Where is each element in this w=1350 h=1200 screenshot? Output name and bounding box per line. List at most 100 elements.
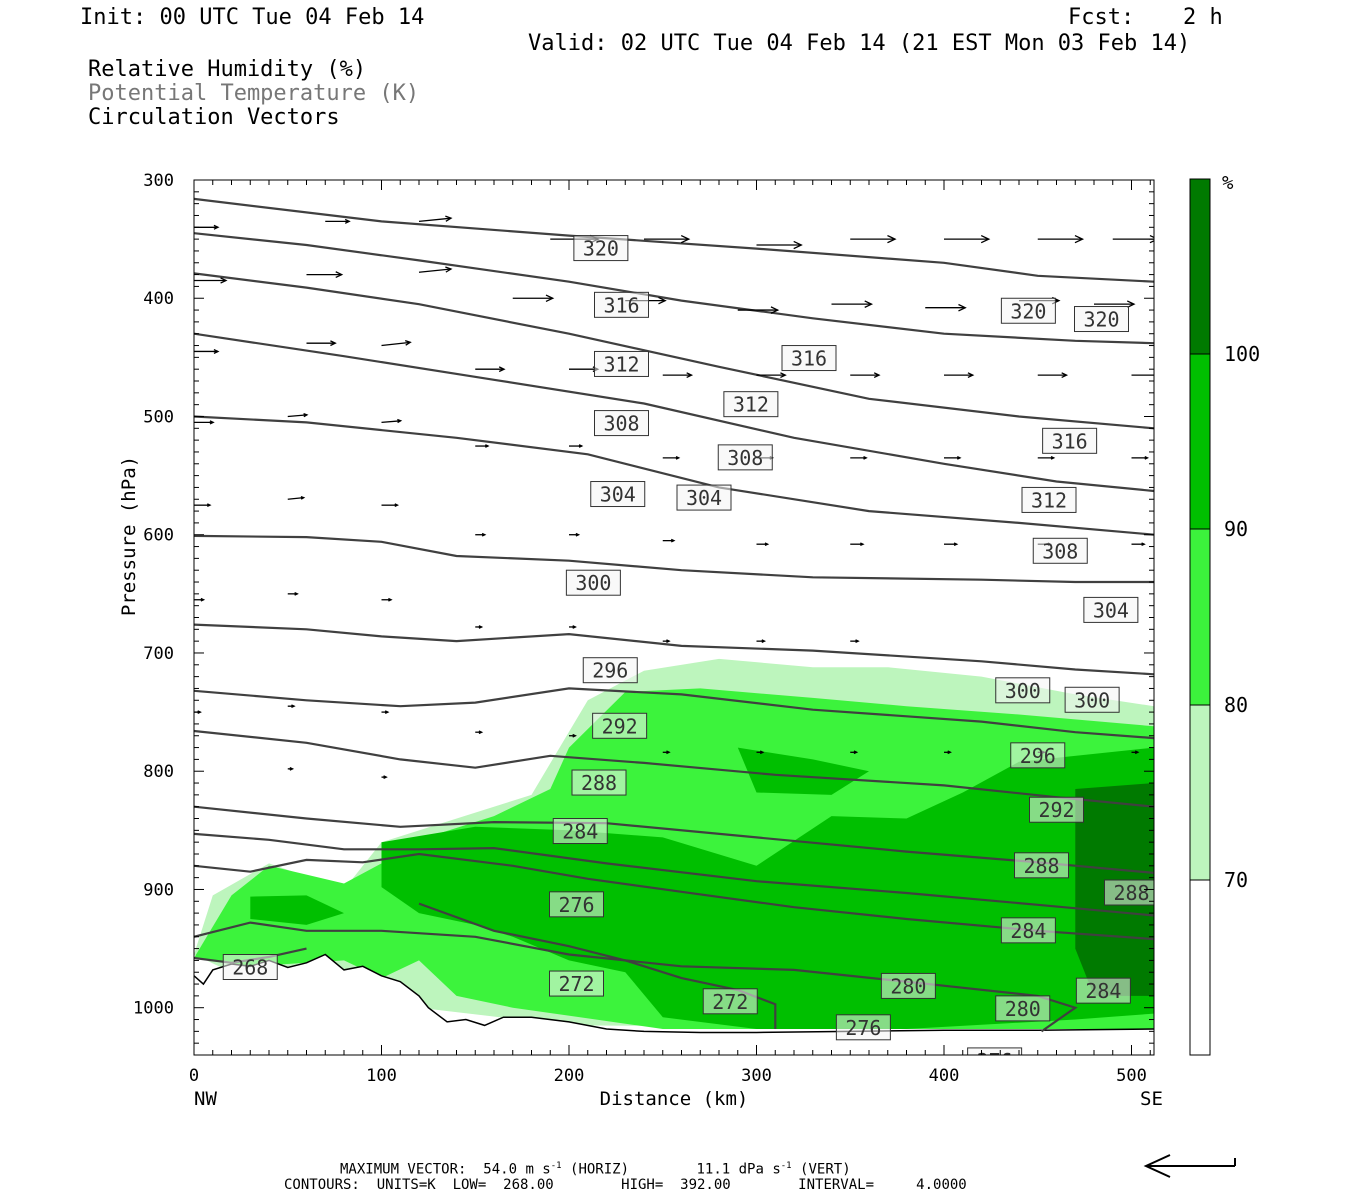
vector-head — [207, 503, 212, 508]
colorbar-label: 90 — [1224, 517, 1248, 541]
x-tick-label: 400 — [929, 1066, 960, 1086]
theta-contour-272-13 — [418, 902, 777, 1029]
y-tick-label: 500 — [143, 407, 174, 427]
circulation-vector-41 — [1131, 456, 1150, 460]
circulation-vector-53 — [194, 597, 206, 602]
theta-label-text: 268 — [232, 956, 268, 980]
vector-head — [957, 456, 962, 460]
vector-head — [289, 766, 295, 771]
circulation-vector-46 — [569, 532, 581, 537]
theta-label-text: 320 — [1010, 299, 1046, 323]
theta-label-2: 312 — [594, 350, 649, 377]
circulation-vector-1 — [325, 218, 351, 224]
theta-label-text: 284 — [1010, 919, 1046, 943]
theta-label-box — [1042, 427, 1098, 454]
theta-label-text: 304 — [600, 483, 636, 507]
circulation-vector-2 — [418, 215, 453, 223]
vector-head — [344, 218, 351, 224]
vector-shaft — [381, 420, 401, 424]
theta-label-box — [549, 891, 604, 918]
circulation-vector-13 — [512, 294, 555, 303]
rh-region-90-2 — [250, 895, 344, 925]
theta-label-box — [1083, 596, 1139, 623]
vector-head — [793, 240, 803, 250]
vector-head — [383, 775, 388, 779]
rh-region-90-4 — [737, 747, 869, 795]
theta-label-text: 284 — [1085, 979, 1121, 1003]
theta-label-box — [676, 484, 732, 511]
circulation-vector-28 — [944, 372, 975, 378]
vector-head — [980, 234, 991, 244]
y-tick-label: 1000 — [133, 999, 174, 1019]
theta-label-text: 276 — [558, 893, 594, 917]
theta-label-21: 312 — [1021, 486, 1077, 513]
theta-contour-316-2 — [194, 272, 1154, 430]
vector-head — [200, 597, 206, 602]
theta-label-box — [1032, 537, 1088, 564]
vector-head — [213, 224, 220, 230]
circulation-vector-29 — [1037, 372, 1069, 378]
circulation-vector-54 — [287, 591, 299, 596]
vector-head — [1074, 234, 1085, 244]
circulation-vector-44 — [381, 503, 400, 508]
x-tick-label: 100 — [366, 1066, 397, 1086]
forecast-hour: 2 h — [1183, 5, 1223, 30]
vector-head — [220, 277, 228, 284]
theta-label-box — [1075, 977, 1131, 1004]
colorbar-unit: % — [1222, 172, 1234, 194]
theta-label-11: 272 — [549, 970, 604, 997]
theta-label-24: 300 — [995, 677, 1051, 704]
theta-label-text: 284 — [562, 820, 598, 844]
vector-head — [764, 542, 770, 547]
circulation-vector-39 — [944, 456, 962, 460]
theta-label-1: 316 — [594, 291, 649, 318]
vector-head — [388, 597, 393, 602]
rh-region-90-3 — [381, 747, 1154, 1029]
circulation-vector-24 — [569, 366, 600, 373]
theta-label-box — [582, 657, 638, 684]
vector-shaft — [287, 414, 308, 418]
vector-head — [967, 372, 975, 378]
vector-shaft — [287, 497, 304, 500]
circulation-vector-19 — [1094, 300, 1136, 308]
theta-label-30: 284 — [1000, 917, 1056, 944]
theta-label-20: 316 — [1042, 427, 1098, 454]
vector-head — [300, 496, 306, 500]
circulation-vector-66 — [662, 750, 671, 755]
theta-label-box — [995, 677, 1051, 704]
circulation-vector-15 — [737, 306, 780, 314]
vector-head — [294, 591, 299, 596]
circulation-vector-50 — [944, 542, 959, 547]
circulation-vector-6 — [850, 234, 897, 244]
rh-fill-layer — [194, 658, 1154, 1029]
circulation-vector-30 — [1131, 374, 1154, 376]
vector-head — [666, 639, 671, 644]
vector-head — [1144, 456, 1150, 460]
circulation-vector-62 — [287, 704, 296, 709]
theta-label-text: 292 — [602, 714, 638, 738]
vector-head — [209, 420, 215, 425]
vector-shaft — [418, 217, 452, 223]
terrain-mask — [194, 954, 1154, 1055]
colorbar-segment-3 — [1190, 705, 1210, 880]
theta-label-box — [880, 972, 936, 999]
theta-label-7: 292 — [592, 712, 648, 739]
circulation-vector-26 — [756, 372, 787, 378]
vert-exponent: -1 — [780, 1161, 792, 1171]
max-vector-horiz: 54.0 m s — [483, 1161, 551, 1178]
circulation-vector-32 — [287, 413, 309, 418]
theta-label-18: 320 — [1000, 297, 1056, 324]
x-tick-label: 300 — [741, 1066, 772, 1086]
vector-head — [291, 704, 296, 709]
theta-label-32: 280 — [880, 972, 936, 999]
theta-label-box — [592, 712, 648, 739]
legend-theta-title: Potential Temperature (K) — [88, 81, 420, 106]
vector-head — [770, 306, 780, 314]
theta-contour-layer — [194, 197, 1154, 1033]
y-tick-label: 700 — [143, 644, 174, 664]
theta-label-text: 280 — [890, 974, 926, 998]
theta-label-box — [1014, 852, 1069, 879]
valid-time: Valid: 02 UTC Tue 04 Feb 14 (21 EST Mon … — [528, 31, 1191, 56]
theta-label-text: 300 — [575, 571, 611, 595]
theta-label-box — [1064, 686, 1120, 713]
